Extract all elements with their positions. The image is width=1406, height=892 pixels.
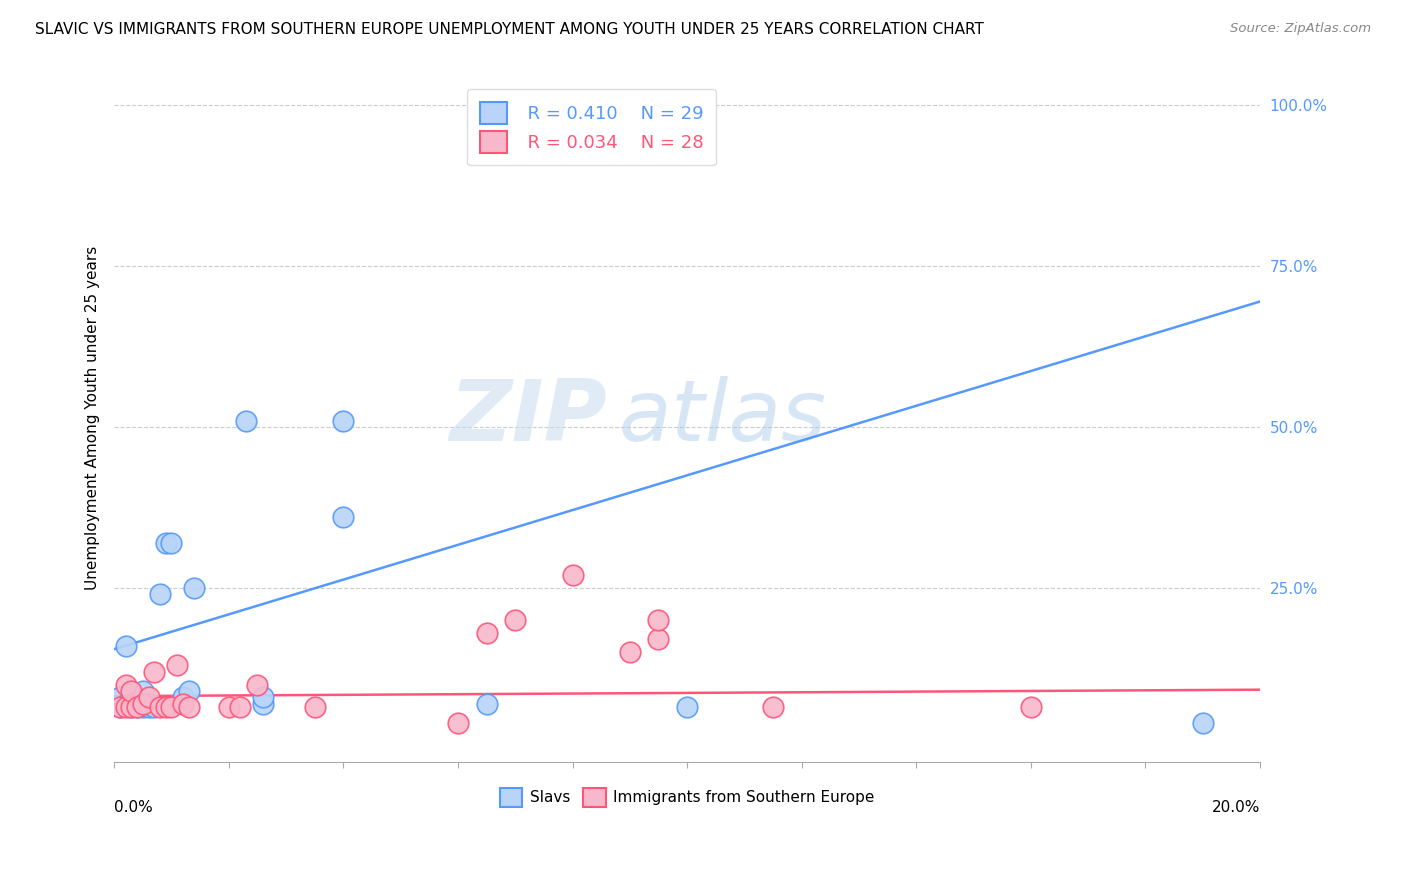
Point xyxy=(160,536,183,550)
Point xyxy=(229,700,252,714)
Point xyxy=(332,510,354,524)
Point xyxy=(114,677,136,691)
Point xyxy=(132,700,155,714)
Point xyxy=(252,697,274,711)
Point xyxy=(120,684,142,698)
Point xyxy=(132,684,155,698)
Point xyxy=(120,697,142,711)
Point xyxy=(332,414,354,428)
Text: 20.0%: 20.0% xyxy=(1212,799,1260,814)
Point xyxy=(114,639,136,653)
Point xyxy=(676,700,699,714)
Point xyxy=(155,700,177,714)
Point xyxy=(127,700,149,714)
Point xyxy=(143,700,166,714)
Text: atlas: atlas xyxy=(619,376,827,458)
Point xyxy=(149,700,172,714)
Text: ZIP: ZIP xyxy=(450,376,607,458)
Point xyxy=(177,684,200,698)
Point xyxy=(235,414,257,428)
Point xyxy=(475,626,498,640)
Point xyxy=(166,658,188,673)
Point xyxy=(155,536,177,550)
Point xyxy=(1019,700,1042,714)
Point xyxy=(120,700,142,714)
Point xyxy=(252,690,274,705)
Point xyxy=(762,700,785,714)
Point xyxy=(304,700,326,714)
Point xyxy=(108,690,131,705)
Point xyxy=(160,700,183,714)
Point xyxy=(1191,716,1213,731)
Point xyxy=(647,613,669,627)
Point xyxy=(132,693,155,707)
Point xyxy=(120,700,142,714)
Point xyxy=(183,581,205,595)
Point xyxy=(108,700,131,714)
Point xyxy=(647,632,669,647)
Point xyxy=(561,568,583,582)
Point xyxy=(218,700,240,714)
Point xyxy=(172,697,194,711)
Y-axis label: Unemployment Among Youth under 25 years: Unemployment Among Youth under 25 years xyxy=(86,245,100,590)
Point xyxy=(114,697,136,711)
Point xyxy=(149,587,172,601)
Point xyxy=(177,700,200,714)
Point xyxy=(676,98,699,112)
Point xyxy=(246,677,269,691)
Point xyxy=(127,690,149,705)
Text: Source: ZipAtlas.com: Source: ZipAtlas.com xyxy=(1230,22,1371,36)
Point xyxy=(475,697,498,711)
Point xyxy=(143,665,166,679)
Point xyxy=(138,697,160,711)
Point xyxy=(138,690,160,705)
Point xyxy=(138,700,160,714)
Point xyxy=(108,700,131,714)
Point xyxy=(503,613,526,627)
Legend: Slavs, Immigrants from Southern Europe: Slavs, Immigrants from Southern Europe xyxy=(494,781,880,813)
Point xyxy=(447,716,470,731)
Point xyxy=(114,700,136,714)
Point xyxy=(619,645,641,659)
Point xyxy=(132,697,155,711)
Point xyxy=(127,700,149,714)
Text: SLAVIC VS IMMIGRANTS FROM SOUTHERN EUROPE UNEMPLOYMENT AMONG YOUTH UNDER 25 YEAR: SLAVIC VS IMMIGRANTS FROM SOUTHERN EUROP… xyxy=(35,22,984,37)
Text: 0.0%: 0.0% xyxy=(114,799,153,814)
Point xyxy=(172,690,194,705)
